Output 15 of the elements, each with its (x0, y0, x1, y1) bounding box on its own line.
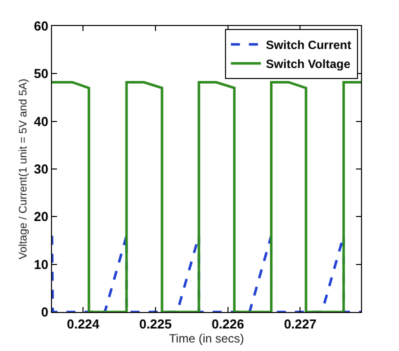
y-tick-label: 30 (34, 162, 48, 177)
y-tick-label: 20 (34, 209, 48, 224)
legend-label: Switch Current (266, 38, 352, 52)
x-tick-label: 0.227 (284, 316, 316, 332)
y-tick-label: 40 (34, 114, 48, 129)
y-axis-title: Voltage / Current(1 unit = 5V and 5A) (18, 78, 30, 260)
x-axis-title: Time (in secs) (169, 332, 244, 346)
y-tick-label: 10 (34, 256, 48, 272)
x-tick-label: 0.226 (212, 316, 244, 332)
y-tick-label: 50 (34, 66, 48, 82)
x-tick-label: 0.225 (139, 316, 172, 332)
legend-label: Switch Voltage (266, 57, 351, 72)
y-tick-label: 0 (41, 304, 48, 320)
y-tick-label: 60 (34, 18, 48, 34)
x-tick-label: 0.224 (66, 316, 100, 332)
